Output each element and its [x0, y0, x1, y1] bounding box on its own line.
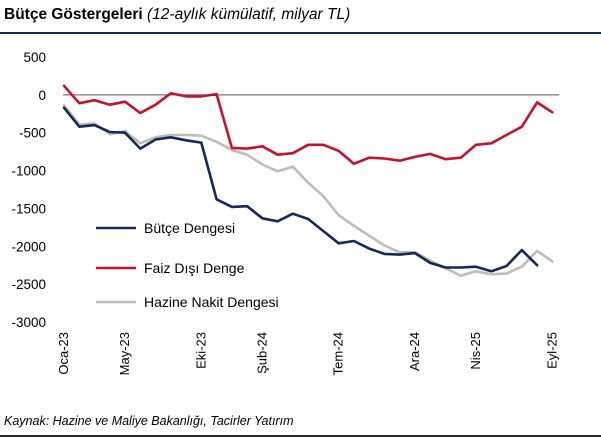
y-tick-label: -1000 [11, 164, 46, 179]
y-axis-ticks: 500 0 -500 -1000 -1500 -2000 -2500 -3000 [11, 50, 46, 330]
y-tick-label: -2500 [11, 277, 46, 292]
x-tick-label: Eki-23 [193, 332, 208, 369]
series-line-0 [62, 106, 539, 273]
y-tick-label: -3000 [11, 315, 46, 330]
series-line-2 [62, 104, 554, 278]
chart-title: Bütçe Göstergeleri (12-aylık kümülatif, … [4, 6, 350, 24]
legend-label: Hazine Nakit Dengesi [144, 294, 279, 310]
y-tick-label: -2000 [11, 239, 46, 254]
series-lines [62, 84, 554, 278]
x-tick-label: Şub-24 [254, 332, 269, 374]
x-tick-label: Tem-24 [331, 332, 346, 375]
legend-label: Faiz Dışı Denge [144, 260, 245, 276]
title-rule [0, 32, 601, 34]
x-tick-label: May-23 [117, 332, 132, 375]
legend-label: Bütçe Dengesi [144, 220, 235, 236]
title-bold: Bütçe Göstergeleri [4, 6, 143, 23]
source-note: Kaynak: Hazine ve Maliye Bakanlığı, Taci… [4, 414, 294, 428]
budget-chart: 500 0 -500 -1000 -1500 -2000 -2500 -3000 Oca-23… [11, 50, 560, 375]
y-tick-label: -500 [19, 126, 46, 141]
x-tick-label: Eyl-25 [544, 332, 559, 369]
legend: Bütçe Dengesi Faiz Dışı Denge Hazine Nakit… [96, 220, 279, 310]
x-tick-label: Ara-24 [407, 332, 422, 371]
y-tick-label: -1500 [11, 201, 46, 216]
title-subtitle: (12-aylık kümülatif, milyar TL) [147, 6, 351, 23]
y-tick-label: 0 [38, 88, 46, 103]
bottom-rule [0, 435, 601, 437]
y-tick-label: 500 [23, 50, 46, 65]
x-axis: Oca-23 May-23 Eki-23 Şub-24 Tem-24 Ara-24 Nis-… [56, 94, 560, 375]
x-tick-label: Nis-25 [468, 332, 483, 370]
x-tick-label: Oca-23 [56, 332, 71, 375]
series-line-1 [62, 84, 554, 166]
